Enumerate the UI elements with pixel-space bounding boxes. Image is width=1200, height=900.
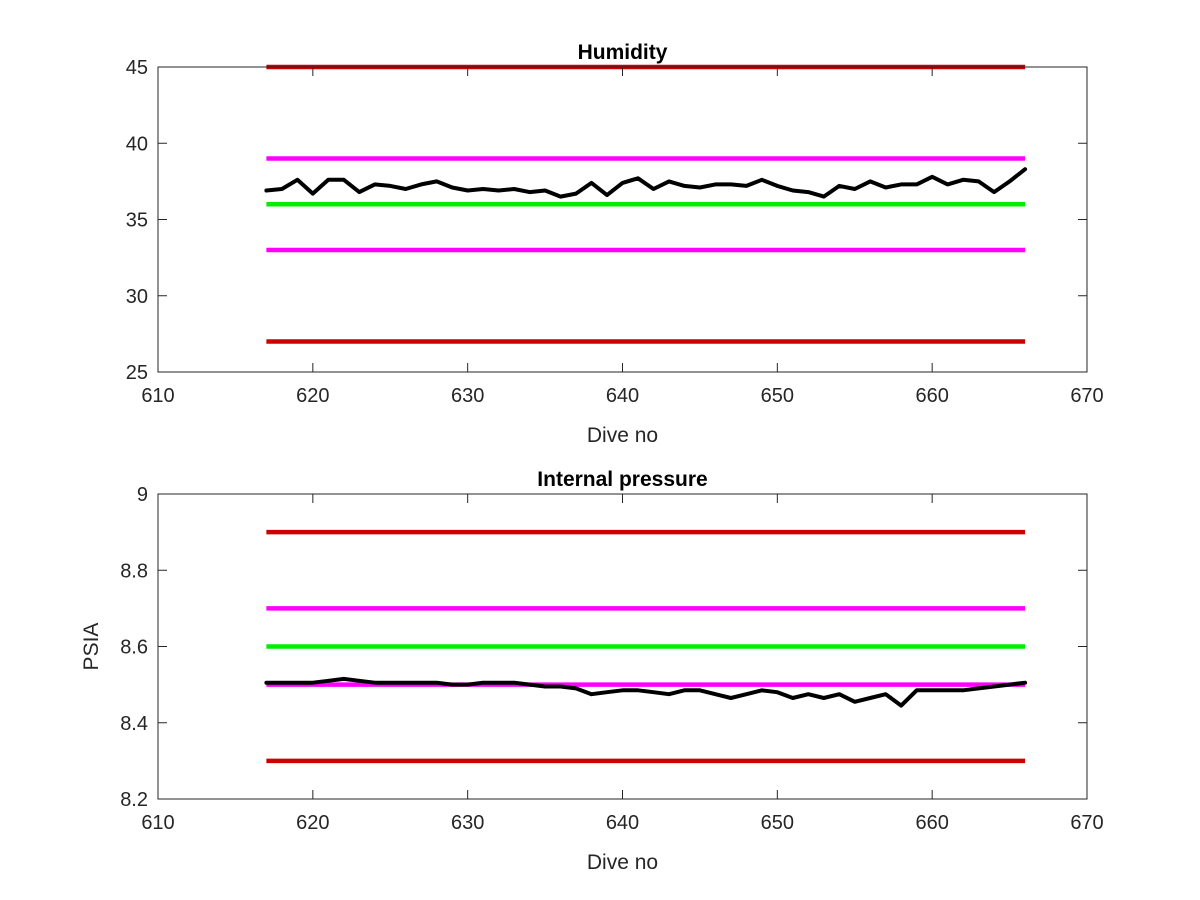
- x-axis-label: Dive no: [587, 424, 658, 447]
- x-tick-label: 630: [451, 385, 484, 407]
- y-tick-label: 35: [126, 210, 148, 232]
- data-series-line-0: [264, 676, 1028, 708]
- x-tick-label: 650: [761, 812, 794, 834]
- x-tick-label: 640: [606, 812, 639, 834]
- y-tick-label: 45: [126, 57, 148, 79]
- plot-title: Humidity: [578, 41, 668, 64]
- x-tick-label: 670: [1070, 812, 1103, 834]
- internal-pressure-plot: 610 620 630 640 650 660 670 8.2 8.4 8.6 8.8 9 Intern…: [80, 468, 1104, 874]
- data-series-line-0: [264, 167, 1028, 199]
- y-tick-label: 25: [126, 362, 148, 384]
- axes-box: [157, 66, 1088, 373]
- y-axis-label: PSIA: [80, 623, 103, 671]
- x-tick-label: 620: [296, 812, 329, 834]
- y-tick-label: 8.8: [120, 560, 148, 582]
- x-tick-label: 650: [761, 385, 794, 407]
- plot-title: Internal pressure: [537, 468, 707, 491]
- y-tick-label: 8.4: [120, 713, 148, 735]
- y-tick-label: 8.6: [120, 637, 148, 659]
- x-tick-label: 670: [1070, 385, 1103, 407]
- x-tick-label: 660: [915, 812, 948, 834]
- y-tick-label: 8.2: [120, 789, 148, 811]
- x-tick-label: 640: [606, 385, 639, 407]
- y-tick-label: 40: [126, 133, 148, 155]
- x-tick-label: 610: [141, 812, 174, 834]
- x-axis-label: Dive no: [587, 851, 658, 874]
- y-tick-label: 30: [126, 286, 148, 308]
- x-tick-label: 630: [451, 812, 484, 834]
- x-tick-label: 620: [296, 385, 329, 407]
- humidity-plot: 610 620 630 640 650 660 670 25 30 35 40 45 Humidity D…: [126, 41, 1104, 447]
- y-tick-label: 9: [137, 484, 148, 506]
- x-tick-label: 610: [141, 385, 174, 407]
- x-tick-label: 660: [915, 385, 948, 407]
